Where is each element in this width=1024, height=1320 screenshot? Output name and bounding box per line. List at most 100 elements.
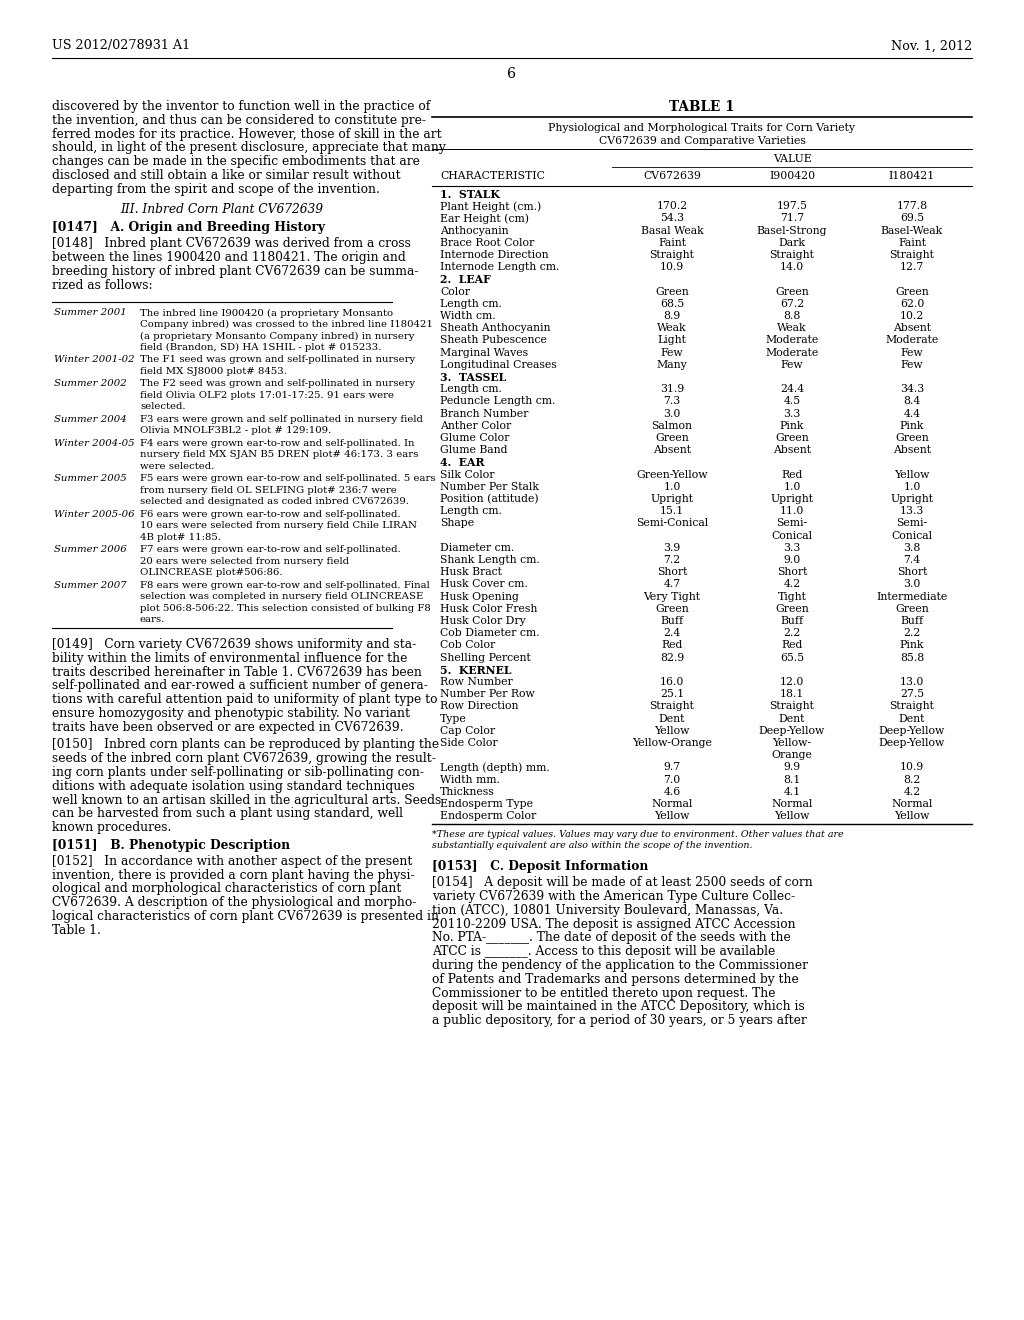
Text: 27.5: 27.5 <box>900 689 924 700</box>
Text: 1.0: 1.0 <box>903 482 921 492</box>
Text: discovered by the inventor to function well in the practice of: discovered by the inventor to function w… <box>52 100 430 114</box>
Text: 13.0: 13.0 <box>900 677 925 686</box>
Text: Endosperm Color: Endosperm Color <box>440 812 537 821</box>
Text: Dent: Dent <box>899 714 926 723</box>
Text: 10.2: 10.2 <box>900 312 925 321</box>
Text: Conical: Conical <box>892 531 933 541</box>
Text: Cap Color: Cap Color <box>440 726 496 735</box>
Text: Weak: Weak <box>657 323 687 333</box>
Text: Green: Green <box>655 603 689 614</box>
Text: Peduncle Length cm.: Peduncle Length cm. <box>440 396 555 407</box>
Text: Semi-: Semi- <box>896 519 928 528</box>
Text: 68.5: 68.5 <box>659 298 684 309</box>
Text: 2.2: 2.2 <box>783 628 801 638</box>
Text: 1.0: 1.0 <box>783 482 801 492</box>
Text: ferred modes for its practice. However, those of skill in the art: ferred modes for its practice. However, … <box>52 128 441 141</box>
Text: traits have been observed or are expected in CV672639.: traits have been observed or are expecte… <box>52 721 403 734</box>
Text: 10.9: 10.9 <box>659 263 684 272</box>
Text: 197.5: 197.5 <box>776 201 808 211</box>
Text: 71.7: 71.7 <box>780 214 804 223</box>
Text: 67.2: 67.2 <box>780 298 804 309</box>
Text: Cob Diameter cm.: Cob Diameter cm. <box>440 628 540 638</box>
Text: Pink: Pink <box>900 640 925 651</box>
Text: during the pendency of the application to the Commissioner: during the pendency of the application t… <box>432 960 808 972</box>
Text: CV672639 and Comparative Varieties: CV672639 and Comparative Varieties <box>599 136 806 147</box>
Text: 2.4: 2.4 <box>664 628 681 638</box>
Text: ensure homozygosity and phenotypic stability. No variant: ensure homozygosity and phenotypic stabi… <box>52 708 410 719</box>
Text: 3.0: 3.0 <box>903 579 921 590</box>
Text: Marginal Waves: Marginal Waves <box>440 347 528 358</box>
Text: F4 ears were grown ear-to-row and self-pollinated. In: F4 ears were grown ear-to-row and self-p… <box>140 438 415 447</box>
Text: F6 ears were grown ear-to-row and self-pollinated.: F6 ears were grown ear-to-row and self-p… <box>140 510 400 519</box>
Text: 3.8: 3.8 <box>903 543 921 553</box>
Text: Basal Weak: Basal Weak <box>641 226 703 235</box>
Text: [0148]   Inbred plant CV672639 was derived from a cross: [0148] Inbred plant CV672639 was derived… <box>52 238 411 251</box>
Text: US 2012/0278931 A1: US 2012/0278931 A1 <box>52 40 190 53</box>
Text: Buff: Buff <box>900 616 924 626</box>
Text: Straight: Straight <box>770 701 814 711</box>
Text: Yellow: Yellow <box>894 470 930 479</box>
Text: 7.4: 7.4 <box>903 554 921 565</box>
Text: 9.9: 9.9 <box>783 763 801 772</box>
Text: Short: Short <box>777 568 807 577</box>
Text: 7.3: 7.3 <box>664 396 681 407</box>
Text: well known to an artisan skilled in the agricultural arts. Seeds: well known to an artisan skilled in the … <box>52 793 441 807</box>
Text: 3.3: 3.3 <box>783 543 801 553</box>
Text: Faint: Faint <box>658 238 686 248</box>
Text: 3.3: 3.3 <box>783 409 801 418</box>
Text: Normal: Normal <box>771 799 813 809</box>
Text: III. Inbred Corn Plant CV672639: III. Inbred Corn Plant CV672639 <box>121 202 324 215</box>
Text: Anther Color: Anther Color <box>440 421 511 430</box>
Text: Glume Color: Glume Color <box>440 433 509 444</box>
Text: [0149]   Corn variety CV672639 shows uniformity and sta-: [0149] Corn variety CV672639 shows unifo… <box>52 638 416 651</box>
Text: Red: Red <box>781 640 803 651</box>
Text: 25.1: 25.1 <box>659 689 684 700</box>
Text: Plant Height (cm.): Plant Height (cm.) <box>440 201 542 211</box>
Text: [0147]   A. Origin and Breeding History: [0147] A. Origin and Breeding History <box>52 222 325 235</box>
Text: Dark: Dark <box>778 238 806 248</box>
Text: 12.0: 12.0 <box>780 677 804 686</box>
Text: Straight: Straight <box>649 701 694 711</box>
Text: 4.6: 4.6 <box>664 787 681 797</box>
Text: Upright: Upright <box>891 494 934 504</box>
Text: Width cm.: Width cm. <box>440 312 496 321</box>
Text: 12.7: 12.7 <box>900 263 924 272</box>
Text: Husk Bract: Husk Bract <box>440 568 502 577</box>
Text: 13.3: 13.3 <box>900 506 925 516</box>
Text: Length cm.: Length cm. <box>440 298 502 309</box>
Text: self-pollinated and ear-rowed a sufficient number of genera-: self-pollinated and ear-rowed a sufficie… <box>52 680 428 692</box>
Text: 170.2: 170.2 <box>656 201 688 211</box>
Text: 11.0: 11.0 <box>780 506 804 516</box>
Text: Shank Length cm.: Shank Length cm. <box>440 554 540 565</box>
Text: should, in light of the present disclosure, appreciate that many: should, in light of the present disclosu… <box>52 141 445 154</box>
Text: [0153]   C. Deposit Information: [0153] C. Deposit Information <box>432 861 648 874</box>
Text: Very Tight: Very Tight <box>643 591 700 602</box>
Text: ological and morphological characteristics of corn plant: ological and morphological characteristi… <box>52 883 401 895</box>
Text: Husk Color Fresh: Husk Color Fresh <box>440 603 538 614</box>
Text: ing corn plants under self-pollinating or sib-pollinating con-: ing corn plants under self-pollinating o… <box>52 766 424 779</box>
Text: Brace Root Color: Brace Root Color <box>440 238 535 248</box>
Text: Normal: Normal <box>651 799 692 809</box>
Text: Thickness: Thickness <box>440 787 495 797</box>
Text: 7.2: 7.2 <box>664 554 681 565</box>
Text: can be harvested from such a plant using standard, well: can be harvested from such a plant using… <box>52 808 403 821</box>
Text: 18.1: 18.1 <box>780 689 804 700</box>
Text: 8.4: 8.4 <box>903 396 921 407</box>
Text: field MX SJ8000 plot# 8453.: field MX SJ8000 plot# 8453. <box>140 367 287 376</box>
Text: 3.0: 3.0 <box>664 409 681 418</box>
Text: Husk Opening: Husk Opening <box>440 591 519 602</box>
Text: Light: Light <box>657 335 686 346</box>
Text: Buff: Buff <box>780 616 804 626</box>
Text: selected.: selected. <box>140 403 185 412</box>
Text: logical characteristics of corn plant CV672639 is presented in: logical characteristics of corn plant CV… <box>52 909 439 923</box>
Text: 34.3: 34.3 <box>900 384 924 395</box>
Text: rized as follows:: rized as follows: <box>52 279 153 292</box>
Text: Shape: Shape <box>440 519 474 528</box>
Text: Row Number: Row Number <box>440 677 513 686</box>
Text: Husk Cover cm.: Husk Cover cm. <box>440 579 527 590</box>
Text: 4.2: 4.2 <box>903 787 921 797</box>
Text: 85.8: 85.8 <box>900 652 924 663</box>
Text: Row Direction: Row Direction <box>440 701 518 711</box>
Text: Intermediate: Intermediate <box>877 591 947 602</box>
Text: Endosperm Type: Endosperm Type <box>440 799 534 809</box>
